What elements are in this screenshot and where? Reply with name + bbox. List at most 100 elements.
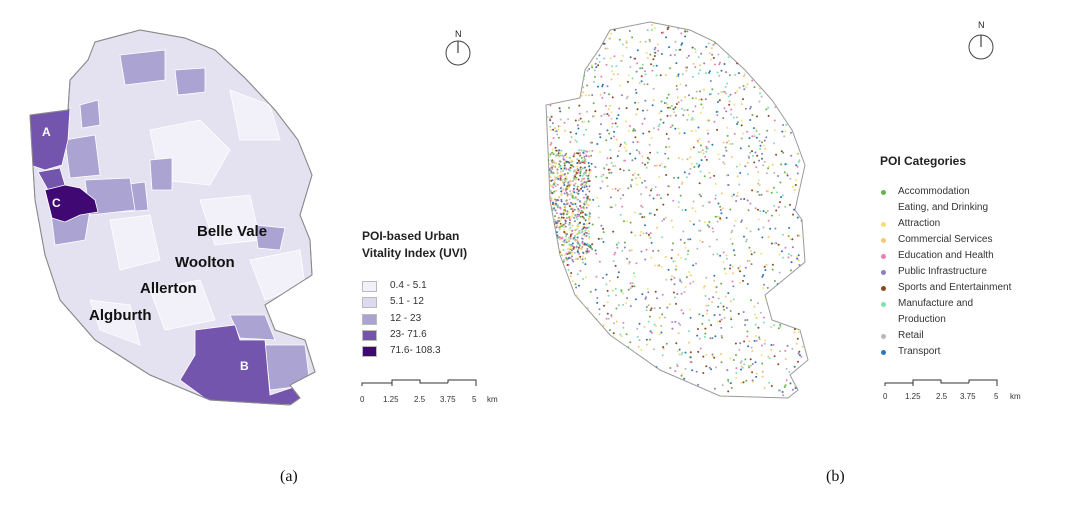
poi-point xyxy=(697,383,700,386)
poi-point xyxy=(723,162,726,165)
poi-point xyxy=(665,101,667,104)
poi-point xyxy=(565,175,568,178)
poi-point xyxy=(589,216,591,219)
poi-point xyxy=(740,381,743,384)
poi-point xyxy=(596,297,599,299)
poi-point xyxy=(732,298,735,301)
poi-point xyxy=(774,27,777,30)
poi-point xyxy=(803,86,806,89)
poi-point xyxy=(723,267,726,270)
poi-point xyxy=(651,379,654,382)
poi-point xyxy=(586,358,589,360)
poi-point xyxy=(796,61,799,63)
poi-point xyxy=(805,249,808,251)
poi-point xyxy=(775,89,778,92)
poi-point xyxy=(598,133,601,135)
poi-point xyxy=(760,193,763,196)
poi-point xyxy=(794,134,797,137)
poi-point xyxy=(678,186,681,189)
poi-point xyxy=(577,248,580,251)
poi-point xyxy=(767,114,770,117)
poi-point xyxy=(570,41,573,44)
poi-point xyxy=(790,261,793,264)
poi-point xyxy=(622,384,625,387)
poi-point xyxy=(678,278,681,281)
poi-point xyxy=(637,101,640,104)
poi-point xyxy=(579,255,582,258)
poi-point xyxy=(698,219,701,222)
poi-point xyxy=(686,30,689,33)
uvi-zones xyxy=(30,49,311,405)
poi-point xyxy=(583,166,586,169)
poi-point xyxy=(611,96,614,99)
poi-point xyxy=(606,185,609,188)
poi-point xyxy=(589,290,592,293)
poi-point xyxy=(738,86,741,89)
poi-point xyxy=(712,35,715,38)
poi-point xyxy=(551,32,554,35)
poi-point xyxy=(710,47,713,50)
poi-point xyxy=(575,68,578,71)
poi-point xyxy=(572,339,575,342)
poi-point xyxy=(763,342,766,345)
poi-point xyxy=(798,350,801,353)
poi-point xyxy=(767,59,770,62)
poi-point xyxy=(713,279,716,282)
poi-point xyxy=(655,74,658,77)
poi-point xyxy=(727,292,730,295)
poi-point xyxy=(638,339,641,342)
poi-cat-manufacture: Manufacture and xyxy=(898,298,974,309)
poi-point xyxy=(571,258,574,261)
poi-point xyxy=(560,254,563,257)
poi-point xyxy=(558,107,561,110)
poi-point xyxy=(633,272,635,275)
poi-point xyxy=(697,72,700,75)
poi-point xyxy=(716,320,719,323)
poi-point xyxy=(585,377,588,380)
poi-point xyxy=(585,110,588,113)
poi-point xyxy=(627,380,630,383)
poi-point xyxy=(625,41,628,44)
poi-point xyxy=(767,165,770,168)
poi-point xyxy=(777,206,780,209)
poi-point xyxy=(708,319,711,322)
poi-point xyxy=(548,301,551,303)
poi-point xyxy=(791,388,794,391)
poi-point xyxy=(699,347,702,350)
poi-point xyxy=(784,358,787,361)
poi-point xyxy=(604,358,606,361)
poi-point xyxy=(746,283,749,285)
poi-point xyxy=(737,312,740,315)
poi-point xyxy=(645,338,648,341)
poi-point xyxy=(666,28,669,31)
poi-point xyxy=(562,259,565,261)
poi-point xyxy=(672,242,674,245)
poi-point xyxy=(546,167,548,169)
poi-point xyxy=(800,149,803,152)
poi-cat-attraction: Attraction xyxy=(898,218,941,229)
poi-point xyxy=(686,389,689,392)
poi-point xyxy=(792,53,795,55)
poi-point xyxy=(549,119,552,122)
poi-point xyxy=(649,330,652,333)
poi-point xyxy=(555,153,558,156)
poi-point xyxy=(652,87,655,90)
poi-point xyxy=(588,190,591,193)
poi-point xyxy=(598,54,601,57)
poi-point xyxy=(755,316,758,319)
poi-point xyxy=(629,221,632,224)
poi-point xyxy=(596,29,599,32)
poi-point xyxy=(574,68,577,71)
poi-point xyxy=(580,210,583,212)
poi-point xyxy=(742,132,745,135)
poi-point xyxy=(749,364,752,367)
poi-point xyxy=(633,172,636,175)
poi-point xyxy=(756,154,759,157)
poi-point xyxy=(546,201,548,204)
poi-point xyxy=(584,336,587,339)
poi-point xyxy=(746,161,749,164)
poi-point xyxy=(559,228,562,230)
poi-point xyxy=(729,267,731,270)
poi-point xyxy=(595,252,598,255)
poi-point xyxy=(745,86,748,89)
